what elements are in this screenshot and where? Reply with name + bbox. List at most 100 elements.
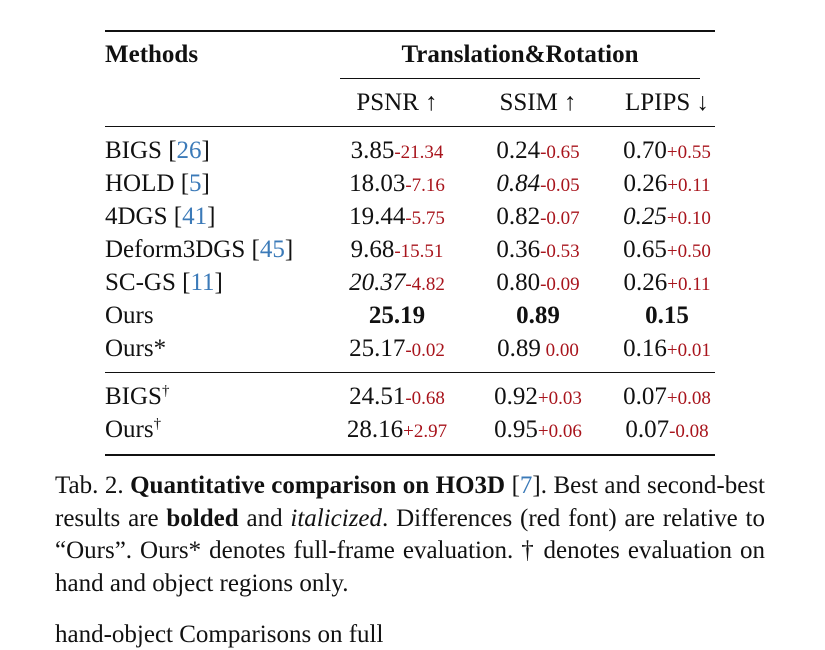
metric-value: 0.36 [496,236,541,263]
metric-diff: -0.53 [540,241,580,262]
method-label: BIGS [105,137,162,164]
method-label: Ours [105,302,154,329]
metric-cell: 0.16+0.01 [623,332,711,367]
metric-value: 3.85 [350,137,395,164]
dagger-mark: † [153,416,162,432]
method-name: HOLD [5] [105,170,210,197]
metric-diff: +0.55 [666,142,711,163]
method-name: 4DGS [41] [105,203,216,230]
metric-diff: +0.06 [537,421,582,442]
method-name: Deform3DGS [45] [105,236,294,263]
header-ssim: SSIM ↑ [499,89,577,116]
caption-title: Quantitative comparison on HO3D [130,472,506,499]
metric-value: 0.65 [623,236,667,263]
metric-cell: 9.68-15.51 [351,233,444,268]
table-row: BIGS [26] 3.85-21.34 0.24-0.65 0.70+0.55 [105,134,715,167]
citation-link[interactable]: 41 [182,203,208,230]
header-rule [105,126,715,127]
metric-cell: 0.07-0.08 [625,413,708,448]
caption-text-3: . Differences (red font) are relative to… [55,504,765,597]
metric-cell: 25.19 [369,299,425,332]
metric-diff: +0.08 [666,388,711,409]
metric-cell: 24.51-0.68 [349,380,445,415]
metric-diff: -0.68 [405,388,445,409]
metric-diff: -15.51 [394,241,444,262]
method-name: BIGS† [105,380,169,413]
table-row: HOLD [5] 18.03-7.16 0.84-0.05 0.26+0.11 [105,167,715,200]
metric-diff: +0.03 [537,388,582,409]
method-label: 4DGS [105,203,168,230]
metric-cell: 0.84-0.05 [496,167,579,202]
method-name: Ours† [105,413,161,446]
metric-cell: 0.07+0.08 [623,380,711,415]
metric-diff: +0.11 [667,274,711,295]
metric-cell: 0.70+0.55 [623,134,711,169]
method-label: SC-GS [105,269,176,296]
metric-diff: -7.16 [405,175,445,196]
metric-diff: +0.50 [666,241,711,262]
metric-diff: -21.34 [394,142,444,163]
metric-diff: -0.09 [540,274,580,295]
metric-diff: -5.75 [405,208,445,229]
table-row: Ours* 25.17-0.02 0.89 0.00 0.16+0.01 [105,332,715,365]
metric-value: 0.92 [494,383,538,410]
metric-diff: -0.07 [540,208,580,229]
caption-text-2: and [238,504,291,532]
metric-value: 19.44 [349,203,406,230]
metric-value: 0.16 [623,335,667,362]
metric-diff: +0.10 [666,208,711,229]
method-label: Deform3DGS [105,236,246,263]
metric-value: 24.51 [349,383,406,410]
metric-value: 0.82 [496,203,541,230]
metric-value: 0.80 [496,269,541,296]
method-name: Ours* [105,332,166,365]
table-row: BIGS† 24.51-0.68 0.92+0.03 0.07+0.08 [105,380,715,413]
metric-value: 0.07 [623,383,667,410]
metric-value: 0.25 [623,203,667,230]
metric-value: 0.07 [625,416,670,443]
caption-text-1: . Best and second-best results are [55,472,766,532]
metric-cell: 28.16+2.97 [347,413,447,448]
header-psnr: PSNR ↑ [356,89,438,116]
metric-cell: 20.37-4.82 [349,266,445,301]
metric-cell: 19.44-5.75 [349,200,445,235]
metric-value: 0.26 [623,269,668,296]
metric-cell: 0.26+0.11 [623,167,710,202]
dagger-mark: † [161,383,170,399]
citation-link[interactable]: 5 [189,170,202,197]
method-name: SC-GS [11] [105,269,223,296]
metric-cell: 0.15 [645,299,689,332]
metric-value: 18.03 [349,170,406,197]
metric-cell: 0.80-0.09 [496,266,579,301]
citation-link[interactable]: 11 [190,269,215,296]
top-rule [105,30,715,32]
table-row: Ours† 28.16+2.97 0.95+0.06 0.07-0.08 [105,413,715,446]
method-name: Ours [105,299,154,332]
metric-diff: +0.01 [666,340,711,361]
caption-cite[interactable]: 7 [519,472,533,499]
metric-diff: -0.02 [405,340,445,361]
metric-cell: 0.82-0.07 [496,200,579,235]
next-paragraph-cut: hand-object Comparisons on full [55,621,384,648]
group-rule [340,78,700,79]
metric-cell: 0.25+0.10 [623,200,711,235]
metric-value: 9.68 [350,236,395,263]
metric-value: 0.89 [516,302,560,329]
metric-diff: +2.97 [403,421,448,442]
table-row: Ours 25.19 0.89 0.15 [105,299,715,332]
metric-cell: 3.85-21.34 [351,134,444,169]
metric-cell: 0.24-0.65 [496,134,579,169]
citation-link[interactable]: 45 [259,236,285,263]
header-group: Translation&Rotation [401,41,639,68]
metric-diff: -0.05 [540,175,580,196]
table-row: Deform3DGS [45] 9.68-15.51 0.36-0.53 0.65+0… [105,233,715,266]
metric-value: 0.24 [496,137,541,164]
caption-label: Tab. 2. [55,472,124,499]
header-methods: Methods [105,41,199,68]
metric-value: 25.19 [368,302,426,329]
method-name: BIGS [26] [105,137,210,164]
metric-value: 0.26 [623,170,668,197]
citation-link[interactable]: 26 [176,137,202,164]
metric-cell: 0.89 [516,299,560,332]
method-label: HOLD [105,170,175,197]
